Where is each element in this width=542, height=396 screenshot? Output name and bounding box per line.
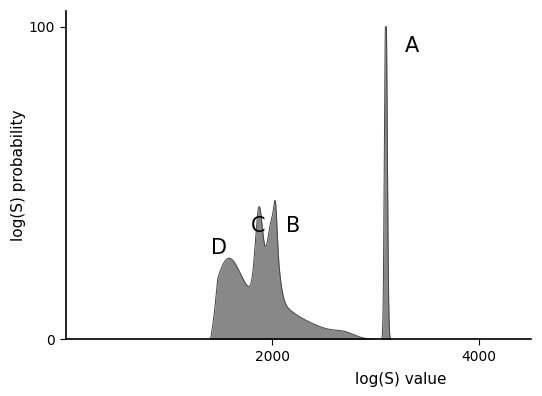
Text: D: D bbox=[211, 238, 227, 258]
Y-axis label: log(S) probability: log(S) probability bbox=[11, 110, 26, 241]
Text: C: C bbox=[251, 216, 265, 236]
X-axis label: log(S) value: log(S) value bbox=[355, 372, 447, 387]
Text: B: B bbox=[286, 216, 300, 236]
Text: A: A bbox=[405, 36, 419, 56]
